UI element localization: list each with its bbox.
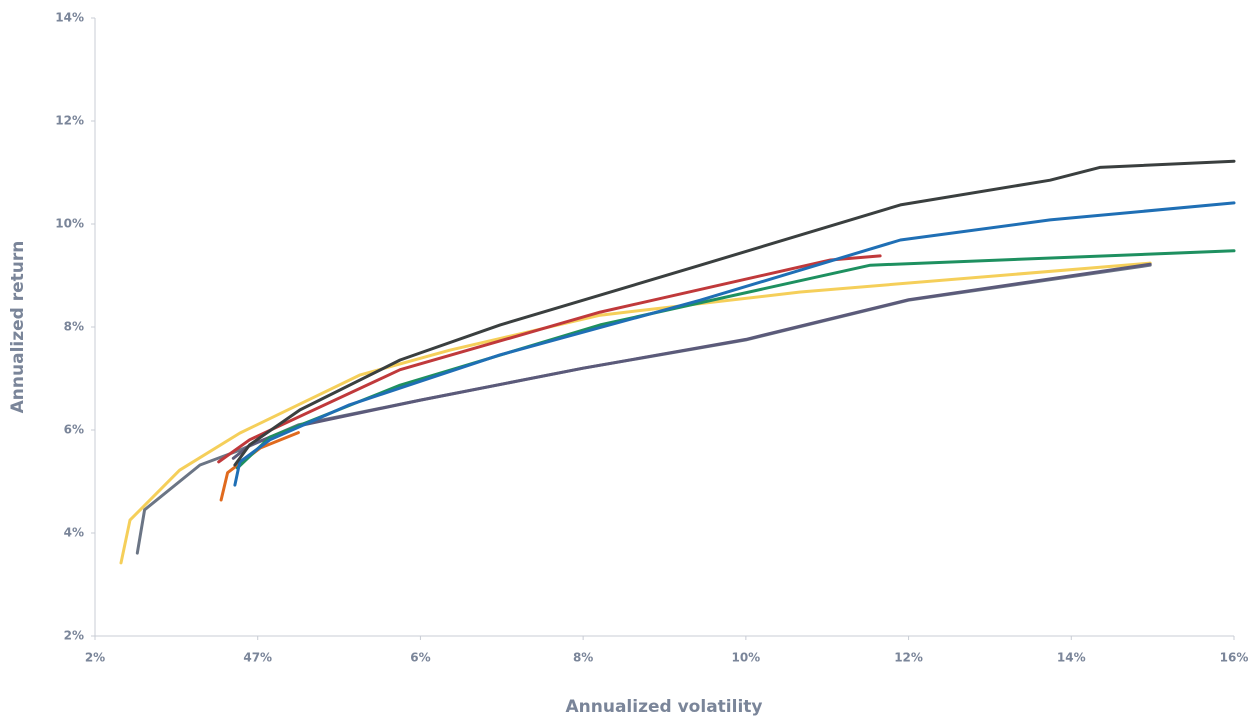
y-tick-label: 8% [64, 320, 84, 334]
x-tick-label: 8% [573, 651, 593, 665]
x-tick-label: 47% [243, 651, 272, 665]
y-axis-title: Annualized return [8, 241, 28, 414]
series-line [119, 261, 1152, 565]
series-line [217, 254, 882, 464]
x-tick-label: 16% [1220, 651, 1249, 665]
x-tick-label: 2% [85, 651, 105, 665]
series-line [231, 262, 1152, 460]
x-tick-label: 6% [410, 651, 430, 665]
y-tick-label: 10% [55, 217, 84, 231]
x-tick-label: 12% [894, 651, 923, 665]
x-tick-label: 10% [731, 651, 760, 665]
y-tick-label: 2% [64, 629, 84, 643]
y-tick-label: 4% [64, 526, 84, 540]
series-line [233, 159, 1236, 467]
y-tick-label: 12% [55, 114, 84, 128]
x-axis-title: Annualized volatility [566, 697, 763, 717]
y-tick-label: 14% [55, 11, 84, 25]
series-line [235, 249, 1236, 470]
x-tick-label: 14% [1057, 651, 1086, 665]
y-tick-label: 6% [64, 423, 84, 437]
series-line [233, 201, 1236, 487]
